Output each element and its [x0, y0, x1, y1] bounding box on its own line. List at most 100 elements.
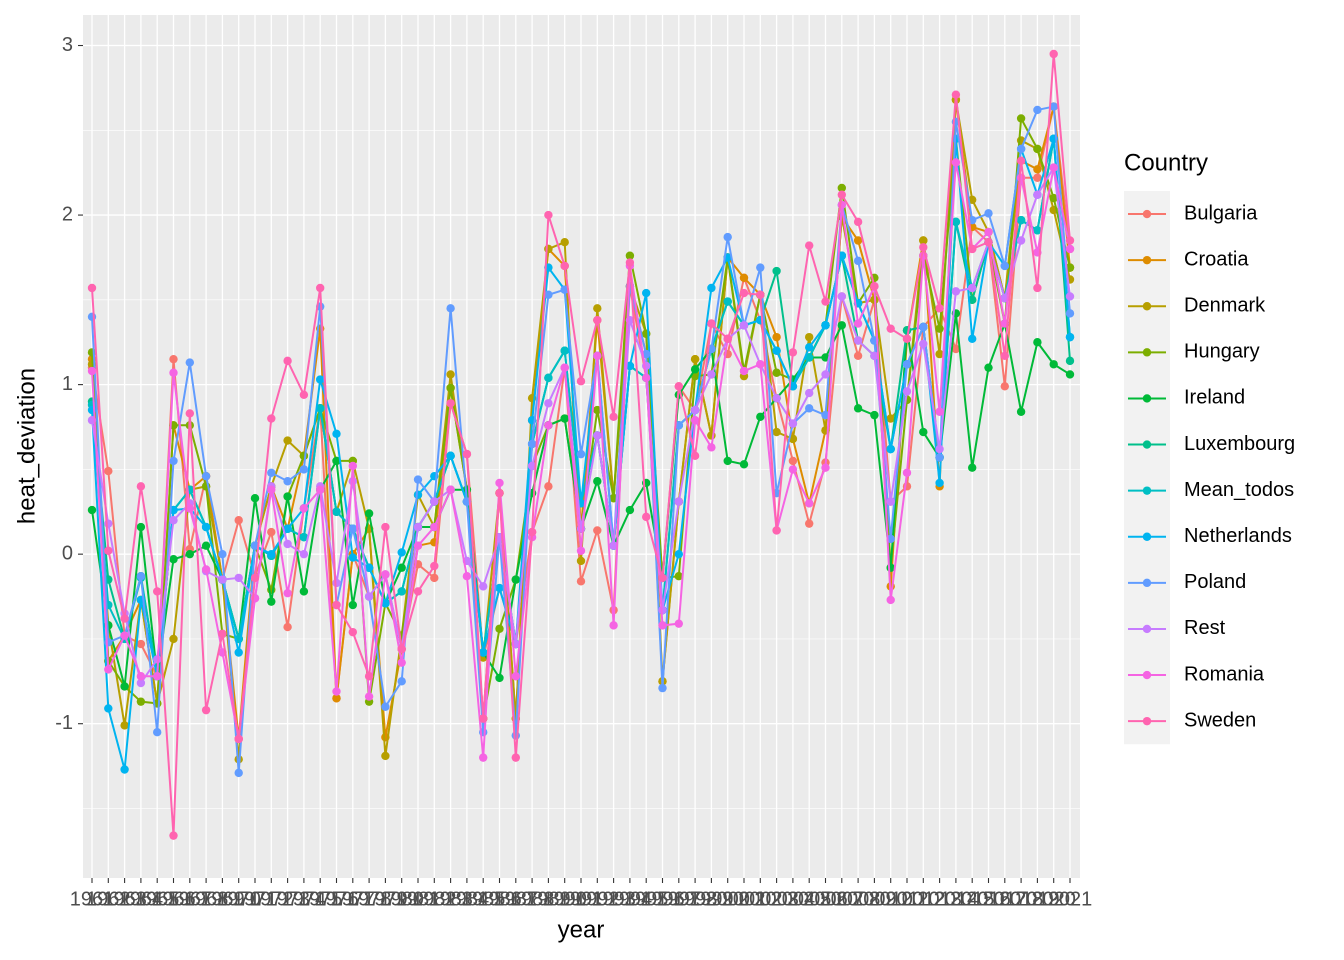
x-tick-label: 1971	[233, 888, 278, 910]
point	[511, 753, 520, 762]
point	[821, 297, 830, 306]
point	[364, 592, 374, 601]
point	[104, 638, 113, 647]
point	[364, 563, 374, 572]
point	[250, 573, 260, 583]
point	[1033, 173, 1042, 182]
point	[185, 409, 194, 418]
point	[544, 290, 553, 299]
point	[1065, 263, 1075, 272]
point	[593, 351, 602, 360]
point	[104, 665, 113, 674]
point	[837, 292, 846, 301]
point	[560, 346, 569, 355]
point	[104, 466, 113, 476]
point	[576, 546, 586, 555]
point	[430, 522, 439, 532]
point	[642, 373, 651, 383]
point	[805, 519, 814, 528]
point	[1049, 102, 1058, 111]
point	[169, 634, 178, 644]
point	[853, 319, 863, 328]
legend-key-point	[1142, 624, 1152, 634]
point	[185, 549, 194, 559]
point	[886, 497, 895, 506]
point	[821, 370, 830, 379]
point	[674, 572, 683, 581]
x-tick-label: 1986	[477, 888, 522, 910]
legend-key-point	[1142, 440, 1152, 449]
x-tick-label: 1974	[282, 888, 327, 910]
legend-label: Croatia	[1184, 248, 1249, 270]
point	[772, 427, 781, 437]
legend-label: Romania	[1184, 663, 1265, 685]
x-tick-label: 1989	[526, 888, 571, 910]
point	[870, 410, 879, 420]
point	[511, 731, 520, 740]
point	[560, 237, 569, 247]
x-tick-label: 2005	[787, 888, 832, 910]
point	[560, 363, 569, 372]
point	[495, 478, 504, 488]
x-tick-label: 2009	[852, 888, 897, 910]
x-tick-label: 2019	[1015, 888, 1060, 910]
point	[169, 354, 178, 364]
point	[544, 244, 553, 254]
point	[413, 475, 423, 484]
legend-label: Denmark	[1184, 295, 1266, 317]
point	[136, 672, 146, 681]
point	[234, 516, 243, 525]
point	[120, 631, 129, 640]
point	[446, 451, 455, 461]
x-tick-label: 2020	[1031, 888, 1076, 910]
point	[267, 485, 276, 494]
point	[609, 621, 618, 630]
x-tick-label: 2014	[934, 888, 979, 910]
point	[821, 463, 830, 472]
point	[642, 512, 651, 522]
point	[984, 209, 993, 218]
x-tick-label: 1988	[510, 888, 555, 910]
point	[690, 354, 700, 364]
point	[805, 499, 814, 508]
point	[690, 365, 700, 374]
point	[642, 349, 651, 359]
point	[1016, 215, 1026, 225]
point	[772, 393, 781, 403]
point	[756, 412, 765, 422]
point	[1033, 338, 1042, 347]
y-tick-label: -1	[55, 712, 73, 734]
point	[1065, 236, 1075, 245]
point	[805, 332, 814, 342]
x-tick-label: 1977	[331, 888, 376, 910]
point	[935, 304, 944, 313]
x-tick-label: 2002	[738, 888, 783, 910]
legend-key-point	[1142, 716, 1152, 726]
x-tick-label: 1999	[689, 888, 734, 910]
legend-label: Luxembourg	[1184, 433, 1295, 455]
point	[283, 622, 292, 632]
point	[805, 343, 814, 352]
point	[772, 332, 781, 342]
point	[935, 324, 944, 333]
x-tick-label: 1968	[184, 888, 229, 910]
point	[446, 383, 455, 393]
point	[968, 463, 977, 472]
point	[544, 482, 553, 491]
point	[120, 614, 129, 623]
point	[397, 658, 406, 667]
y-tick-label: 0	[62, 542, 73, 564]
point	[1033, 226, 1042, 235]
point	[169, 555, 178, 564]
legend-label: Bulgaria	[1184, 202, 1258, 224]
point	[1016, 407, 1026, 416]
x-tick-label: 1975	[298, 888, 343, 910]
point	[527, 527, 537, 537]
legend-label: Poland	[1184, 571, 1246, 593]
point	[234, 648, 243, 657]
legend-label: Ireland	[1184, 387, 1245, 409]
x-tick-label: 2021	[1048, 888, 1093, 910]
point	[853, 404, 863, 413]
point	[87, 505, 97, 515]
